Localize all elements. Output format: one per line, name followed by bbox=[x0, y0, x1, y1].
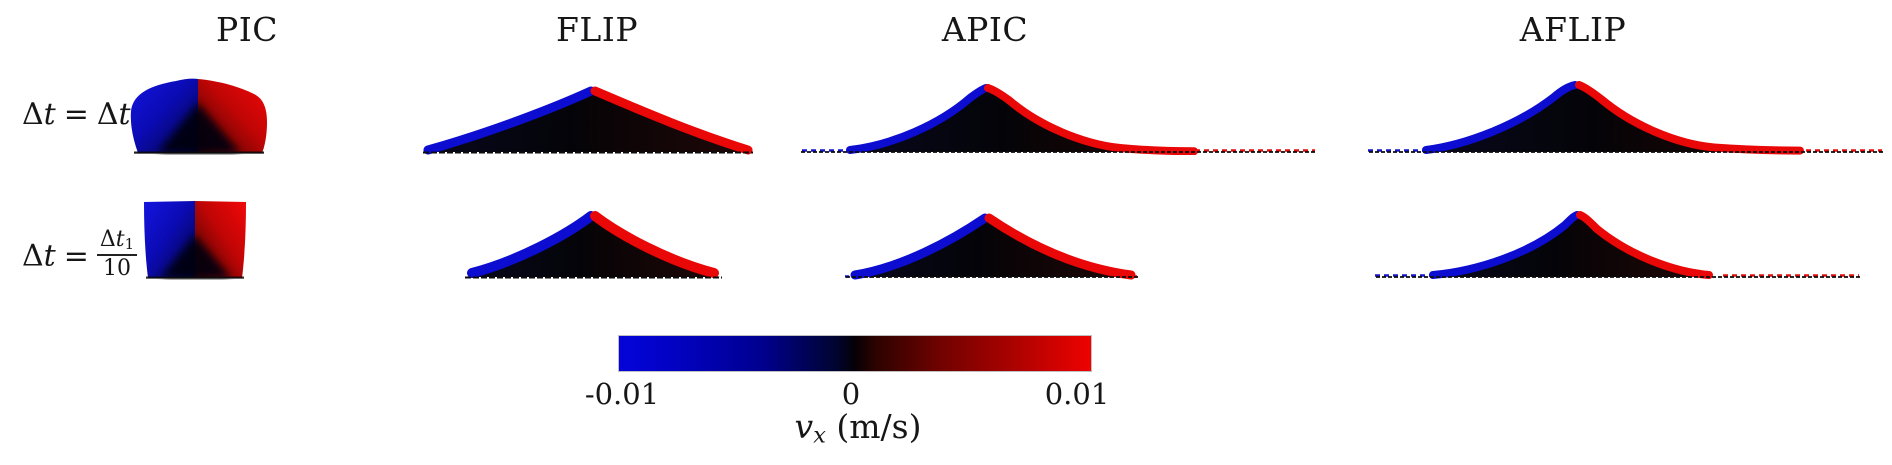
colorbar-title: vx (m/s) bbox=[794, 407, 922, 449]
column-header-apic: APIC bbox=[941, 10, 1029, 49]
column-header-aflip: AFLIP bbox=[1519, 10, 1627, 49]
plot-flip-dt1-over-10 bbox=[465, 211, 722, 279]
row-label-dt1-over-10: Δt = Δt1 10 bbox=[22, 228, 138, 280]
colorbar-tick-max: 0.01 bbox=[1044, 377, 1110, 411]
colorbar-tick-min: -0.01 bbox=[584, 377, 660, 411]
plot-aflip-dt1 bbox=[1368, 81, 1884, 155]
fraction: Δt1 10 bbox=[96, 228, 138, 280]
plot-aflip-dt1-over-10 bbox=[1375, 211, 1860, 279]
plot-flip-dt1 bbox=[423, 86, 753, 155]
colorbar-gradient bbox=[618, 335, 1092, 372]
column-header-flip: FLIP bbox=[555, 10, 639, 49]
column-header-pic: PIC bbox=[216, 10, 278, 49]
plot-apic-dt1 bbox=[801, 84, 1316, 155]
colorbar-tick-mid: 0 bbox=[841, 377, 861, 411]
plot-pic-dt1-over-10 bbox=[144, 201, 246, 279]
plot-pic-dt1 bbox=[130, 78, 267, 154]
plot-apic-dt1-over-10 bbox=[845, 213, 1140, 280]
